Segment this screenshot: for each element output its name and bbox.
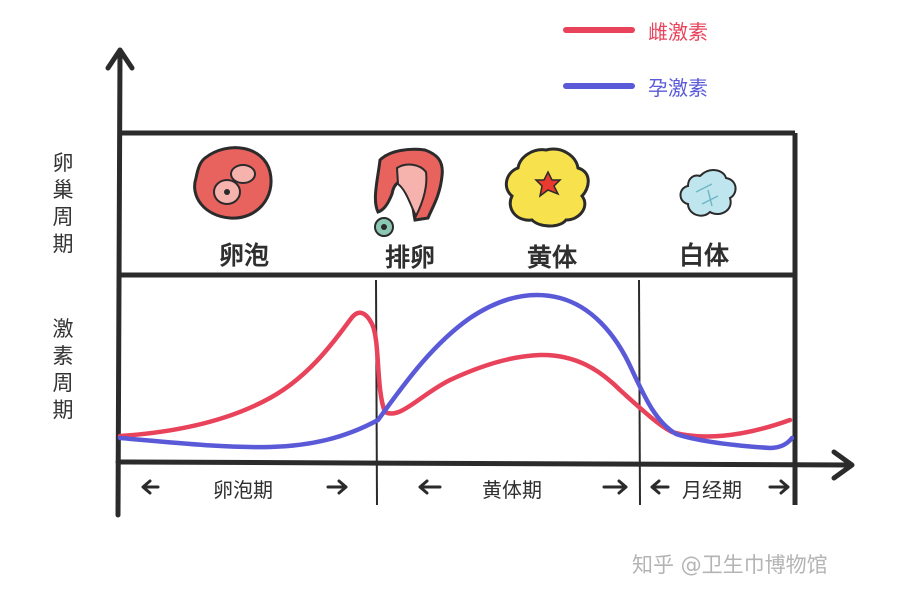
hormone-cycle-char: 周 xyxy=(52,371,74,395)
phase-label-follicular: 卵泡期 xyxy=(213,478,273,502)
stage-label-corpus-luteum: 黄体 xyxy=(526,243,578,272)
hormone-cycle-char: 激 xyxy=(52,317,74,341)
hormone-cycle-char: 期 xyxy=(52,398,74,422)
estrogen-curve xyxy=(117,310,793,439)
ovarian-cycle-char: 巢 xyxy=(52,178,74,202)
phase-divider-1 xyxy=(375,279,378,506)
stage-label-corpus-albicans: 白体 xyxy=(678,241,730,270)
watermark: 知乎 @卫生巾博物馆 xyxy=(632,553,828,577)
ovarian-cycle-char: 期 xyxy=(52,232,74,256)
hormone-cycle-char: 素 xyxy=(52,344,74,368)
phase-divider-2 xyxy=(638,279,641,506)
corpus-albicans-icon xyxy=(679,169,737,217)
legend-label-progesterone: 孕激素 xyxy=(648,76,708,100)
phase-arrows xyxy=(141,479,790,495)
ovarian-cycle-label: 卵 巢 周 期 xyxy=(50,150,76,258)
legend-label-estrogen: 雌激素 xyxy=(648,20,708,44)
ovarian-cycle-char: 周 xyxy=(52,205,74,229)
stage-label-ovulation: 排卵 xyxy=(384,243,436,272)
follicle-icon xyxy=(193,146,273,220)
corpus-luteum-icon xyxy=(504,147,590,228)
progesterone-curve xyxy=(117,292,795,451)
phase-label-menstrual: 月经期 xyxy=(682,478,742,502)
ovarian-cycle-char: 卵 xyxy=(52,151,74,175)
hormone-cycle-label: 激 素 周 期 xyxy=(50,316,76,424)
phase-label-luteal: 黄体期 xyxy=(482,478,542,502)
x-axis-arrowhead xyxy=(831,449,855,481)
x-axis xyxy=(115,459,853,468)
ovulation-icon xyxy=(373,147,444,237)
y-axis-arrowhead xyxy=(105,47,135,71)
stage-label-follicle: 卵泡 xyxy=(218,241,270,270)
y-axis xyxy=(115,49,123,518)
